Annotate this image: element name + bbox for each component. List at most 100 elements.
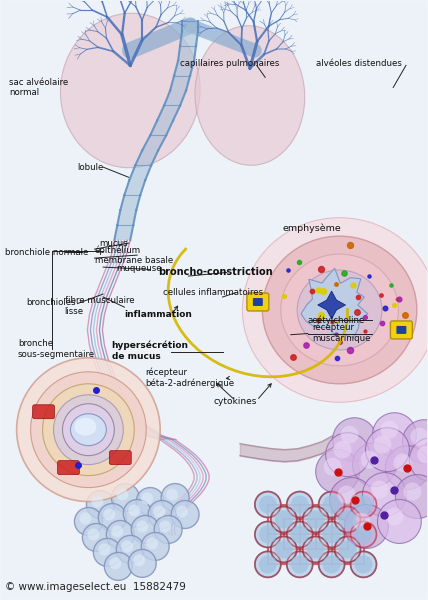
Circle shape	[121, 541, 133, 553]
Circle shape	[386, 508, 403, 526]
Text: © www.imageselect.eu  15882479: © www.imageselect.eu 15882479	[5, 583, 186, 592]
Circle shape	[259, 556, 277, 574]
Circle shape	[417, 446, 428, 464]
Circle shape	[54, 395, 123, 464]
Circle shape	[319, 551, 345, 577]
Circle shape	[161, 484, 189, 512]
Circle shape	[255, 551, 281, 577]
Circle shape	[335, 506, 360, 532]
Circle shape	[171, 500, 199, 529]
Circle shape	[291, 556, 309, 574]
Circle shape	[136, 520, 148, 532]
Text: bronchiole normale: bronchiole normale	[5, 248, 88, 257]
FancyBboxPatch shape	[33, 405, 54, 419]
Circle shape	[287, 551, 313, 577]
Circle shape	[354, 496, 372, 514]
Circle shape	[255, 491, 281, 517]
Circle shape	[136, 488, 164, 515]
Circle shape	[345, 505, 389, 548]
Text: cytokines: cytokines	[214, 397, 257, 406]
Circle shape	[303, 506, 329, 532]
Text: broncho-constriction: broncho-constriction	[158, 267, 273, 277]
Circle shape	[106, 520, 134, 548]
Circle shape	[326, 433, 369, 476]
Text: bronchioles: bronchioles	[26, 298, 76, 307]
Ellipse shape	[60, 13, 200, 168]
Circle shape	[377, 500, 421, 544]
Text: bronche
sous-segmentaire: bronche sous-segmentaire	[18, 340, 95, 359]
Circle shape	[351, 521, 377, 547]
Circle shape	[353, 443, 396, 487]
Circle shape	[354, 556, 372, 574]
Circle shape	[341, 426, 359, 443]
Circle shape	[141, 493, 153, 505]
Ellipse shape	[262, 236, 417, 384]
Circle shape	[83, 523, 110, 551]
Circle shape	[402, 420, 428, 464]
Circle shape	[354, 526, 372, 544]
Text: cellules inflammatoires: cellules inflammatoires	[163, 288, 263, 297]
Circle shape	[393, 454, 411, 472]
Text: fibre musculaire
lisse: fibre musculaire lisse	[65, 296, 134, 316]
FancyBboxPatch shape	[390, 321, 412, 339]
Circle shape	[116, 535, 144, 563]
Circle shape	[339, 541, 357, 559]
Circle shape	[98, 544, 110, 556]
Text: alvéoles distendues: alvéoles distendues	[316, 59, 402, 68]
Circle shape	[287, 491, 313, 517]
Circle shape	[291, 496, 309, 514]
Circle shape	[259, 496, 277, 514]
Circle shape	[80, 512, 92, 524]
Text: hypersécrétion
de mucus: hypersécrétion de mucus	[112, 341, 189, 361]
Polygon shape	[114, 20, 198, 240]
FancyBboxPatch shape	[247, 293, 269, 311]
Text: muqueuse: muqueuse	[116, 265, 161, 274]
Circle shape	[409, 437, 428, 482]
Circle shape	[351, 491, 377, 517]
Circle shape	[104, 553, 132, 580]
Text: sac alvéolaire
normal: sac alvéolaire normal	[9, 78, 68, 97]
Polygon shape	[318, 291, 345, 319]
Circle shape	[303, 536, 329, 562]
FancyBboxPatch shape	[109, 451, 131, 464]
Circle shape	[103, 509, 115, 520]
Circle shape	[323, 556, 341, 574]
Ellipse shape	[281, 254, 398, 366]
Text: récepteur
muscarinique: récepteur muscarinique	[312, 323, 371, 343]
Circle shape	[287, 521, 313, 547]
Circle shape	[128, 505, 140, 517]
Circle shape	[330, 478, 374, 521]
Text: lobule: lobule	[77, 163, 104, 172]
Circle shape	[98, 503, 126, 532]
Circle shape	[366, 428, 409, 472]
Circle shape	[291, 526, 309, 544]
Circle shape	[395, 475, 428, 518]
Circle shape	[93, 538, 121, 566]
Circle shape	[335, 536, 360, 562]
Circle shape	[159, 520, 171, 532]
Circle shape	[133, 554, 145, 566]
Circle shape	[353, 512, 371, 530]
Circle shape	[259, 526, 277, 544]
Circle shape	[372, 413, 416, 457]
Circle shape	[86, 491, 114, 518]
Circle shape	[74, 508, 102, 535]
Circle shape	[111, 526, 123, 538]
Circle shape	[154, 515, 182, 544]
Circle shape	[42, 384, 134, 476]
Circle shape	[176, 506, 188, 517]
Circle shape	[374, 436, 392, 454]
Circle shape	[141, 532, 169, 560]
Polygon shape	[301, 268, 368, 338]
Text: emphysème: emphysème	[282, 223, 341, 233]
Ellipse shape	[242, 218, 428, 402]
Ellipse shape	[71, 414, 106, 446]
Circle shape	[17, 358, 160, 502]
Circle shape	[323, 496, 341, 514]
Circle shape	[271, 536, 297, 562]
Circle shape	[92, 496, 103, 508]
Text: épithélium
membrane basale: épithélium membrane basale	[95, 245, 173, 265]
Circle shape	[131, 515, 159, 544]
Circle shape	[333, 418, 377, 461]
Circle shape	[380, 421, 398, 439]
